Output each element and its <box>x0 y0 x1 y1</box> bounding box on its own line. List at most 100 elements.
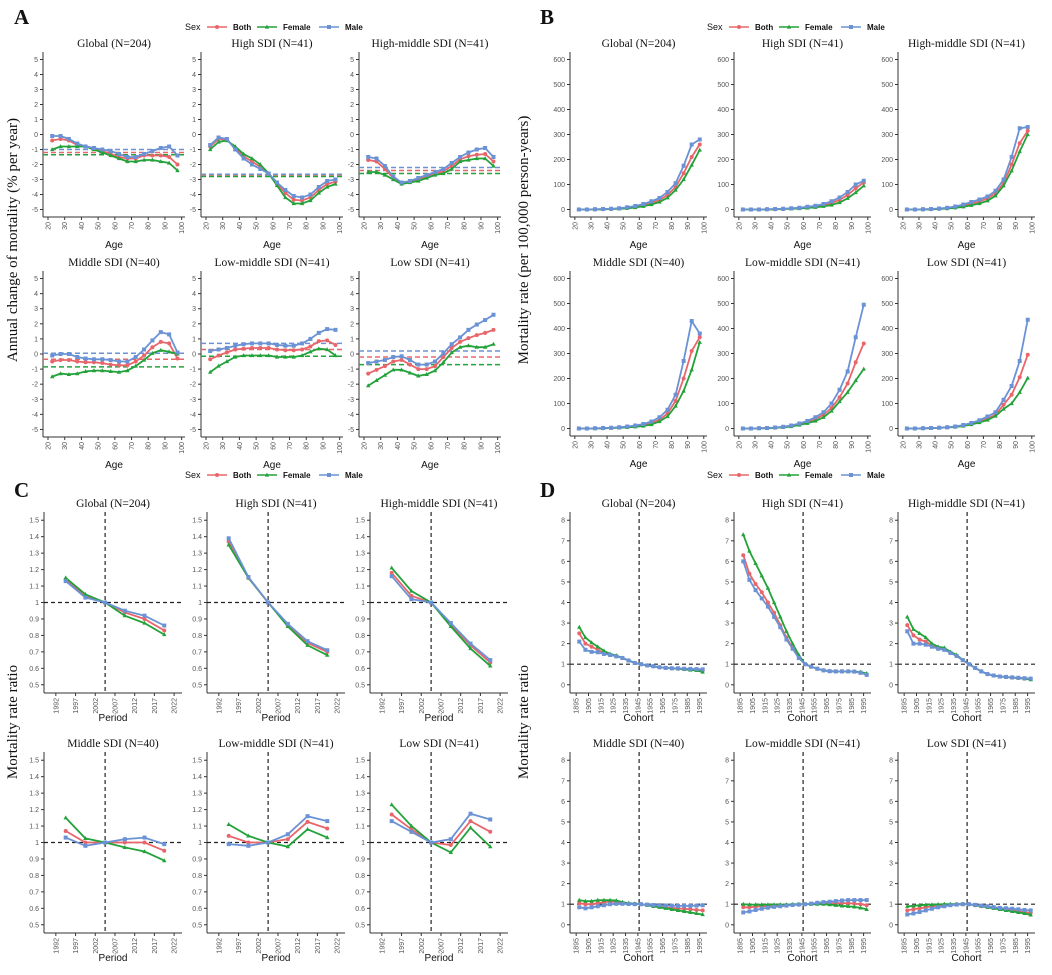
marker-female <box>839 903 845 908</box>
series-line-male <box>210 328 336 352</box>
marker-male <box>327 473 331 477</box>
x-tick-label: 1997 <box>73 938 80 954</box>
marker-male <box>620 656 625 661</box>
marker-female <box>100 150 105 155</box>
marker-female <box>837 200 842 205</box>
marker-female <box>1028 912 1033 917</box>
marker-male <box>966 902 971 907</box>
marker-both <box>747 905 752 910</box>
marker-male <box>583 906 588 911</box>
y-tick-label: 1.5 <box>192 518 202 525</box>
marker-male <box>778 904 783 909</box>
marker-male <box>641 422 646 426</box>
y-tick-label: 100 <box>881 182 893 189</box>
marker-male <box>75 355 80 360</box>
marker-male <box>608 652 613 657</box>
marker-male <box>491 312 496 317</box>
marker-female <box>83 591 88 596</box>
marker-male <box>789 423 794 428</box>
marker-female <box>324 347 330 352</box>
marker-female <box>133 363 138 368</box>
marker-male <box>748 426 753 431</box>
x-tick-label: 60 <box>801 441 808 449</box>
marker-male <box>91 146 96 150</box>
marker-male <box>665 190 670 194</box>
x-axis-label: Cohort <box>951 713 981 724</box>
y-tick-label: 0.8 <box>29 873 39 880</box>
marker-male <box>584 207 589 212</box>
marker-female <box>264 472 270 477</box>
marker-female <box>673 403 678 408</box>
marker-male <box>973 665 978 670</box>
x-tick-label: 1925 <box>939 698 946 714</box>
marker-female <box>166 349 172 354</box>
marker-both <box>589 644 594 649</box>
marker-female <box>391 367 396 372</box>
x-tick-label: 2012 <box>458 938 465 954</box>
subplot-title: High SDI (N=41) <box>231 38 312 50</box>
series-line-both <box>578 336 701 430</box>
marker-male <box>474 322 479 327</box>
marker-female <box>595 644 600 649</box>
y-tick-label: 2 <box>725 881 729 888</box>
y-tick-label: -3 <box>190 177 196 184</box>
marker-male <box>960 658 965 663</box>
marker-male <box>608 902 613 907</box>
marker-male <box>122 608 127 613</box>
marker-female <box>175 168 180 173</box>
marker-male <box>474 147 479 152</box>
marker-both <box>688 907 693 912</box>
y-tick-label: 0 <box>561 682 565 689</box>
marker-female <box>258 162 263 167</box>
marker-female <box>905 903 910 908</box>
subplot: Middle SDI (N=40) 0.5 0.6 0.7 0.8 0.9 1 1.1 1.2 1… <box>29 738 182 964</box>
marker-male <box>937 206 942 211</box>
marker-both <box>694 907 699 912</box>
marker-male <box>226 536 231 541</box>
marker-female <box>91 368 97 373</box>
x-tick-label: 2017 <box>152 938 159 954</box>
marker-male <box>861 302 866 307</box>
marker-male <box>1028 676 1033 681</box>
marker-male <box>829 199 834 204</box>
marker-female <box>845 389 850 394</box>
x-tick-label: 60 <box>965 441 972 449</box>
marker-female <box>162 858 167 863</box>
marker-female <box>491 163 496 168</box>
y-axis-label: Mortality rate ratio <box>516 665 532 779</box>
marker-male <box>468 641 473 646</box>
marker-female <box>249 353 255 358</box>
marker-male <box>466 150 471 155</box>
marker-female <box>416 373 421 378</box>
y-tick-label: 0.8 <box>192 633 202 640</box>
y-tick-label: 0.8 <box>355 633 365 640</box>
x-tick-label: 1985 <box>1013 698 1020 714</box>
marker-male <box>449 161 454 165</box>
marker-male <box>689 319 694 323</box>
marker-female <box>226 822 231 826</box>
y-tick-label: 0.5 <box>192 922 202 929</box>
marker-female <box>577 624 582 629</box>
subplot: Global (N=204) 0 100 200 300 400 500 600 20 30 40 5… <box>553 38 708 251</box>
marker-female <box>216 139 221 144</box>
x-tick-label: 2012 <box>295 938 302 954</box>
marker-female <box>468 646 473 651</box>
marker-male <box>682 903 687 908</box>
marker-female <box>977 201 982 206</box>
marker-male <box>645 902 650 907</box>
x-tick-label: 2022 <box>335 938 342 954</box>
marker-male <box>936 905 941 910</box>
marker-male <box>458 335 463 340</box>
x-tick-label: 1945 <box>799 938 806 954</box>
y-tick-label: 500 <box>553 301 565 308</box>
series-line-female <box>227 544 328 657</box>
marker-male <box>979 669 984 674</box>
y-tick-label: 1.2 <box>355 807 365 814</box>
subplot: Global (N=204) 0.5 0.6 0.7 0.8 0.9 1 1.1 1.2 1.3 1… <box>29 498 182 724</box>
marker-male <box>809 901 814 906</box>
y-tick-label: 4 <box>889 600 893 607</box>
x-axis-label: Period <box>425 713 454 724</box>
x-tick-label: 60 <box>428 442 435 450</box>
marker-both <box>858 902 863 907</box>
marker-both <box>474 152 479 157</box>
